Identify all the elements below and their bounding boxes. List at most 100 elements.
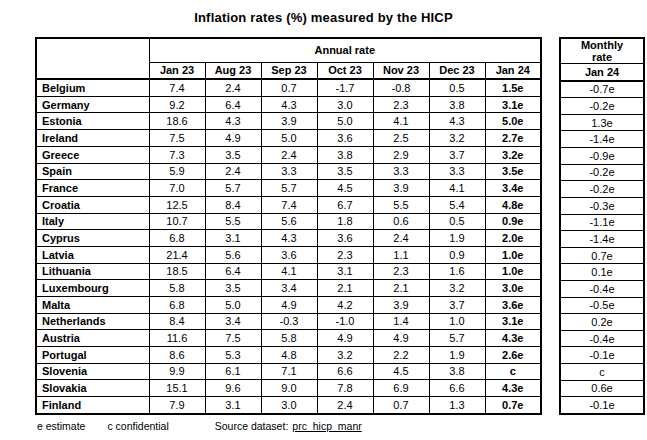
annual-value-cell: 4.3 — [429, 113, 485, 130]
annual-value-cell: 3.4 — [205, 313, 261, 330]
annual-value-cell: 4.3 — [261, 230, 317, 247]
annual-value-cell: 5.0 — [205, 296, 261, 313]
table-row: -0.2e — [560, 98, 644, 115]
country-label: Austria — [36, 330, 149, 347]
annual-value-cell: 7.1 — [261, 363, 317, 380]
annual-value-cell: 2.9 — [373, 146, 429, 163]
country-label: Lithuania — [36, 263, 149, 280]
annual-value-cell: 3.5 — [205, 146, 261, 163]
table-row: Cyprus6.83.14.33.62.41.92.0e — [36, 230, 541, 247]
annual-value-cell: 4.8 — [261, 346, 317, 363]
annual-value-cell: 3.1e — [485, 313, 541, 330]
monthly-value-cell: -1.1e — [560, 214, 644, 231]
table-row: Italy10.75.55.61.80.60.50.9e — [36, 213, 541, 230]
annual-value-cell: 4.9 — [261, 296, 317, 313]
annual-value-cell: 3.8 — [429, 96, 485, 113]
annual-value-cell: 4.9 — [205, 130, 261, 147]
annual-value-cell: 9.9 — [149, 363, 205, 380]
monthly-value-cell: -0.1e — [560, 347, 644, 364]
annual-value-cell: 4.8e — [485, 196, 541, 213]
annual-value-cell: 5.6 — [205, 246, 261, 263]
annual-value-cell: 2.1 — [317, 280, 373, 297]
annual-value-cell: 2.7e — [485, 130, 541, 147]
table-row: -1.4e — [560, 231, 644, 248]
annual-value-cell: 6.6 — [317, 363, 373, 380]
table-row: -0.4e — [560, 330, 644, 347]
annual-value-cell: 12.5 — [149, 196, 205, 213]
annual-value-cell: 0.5 — [429, 79, 485, 96]
annual-value-cell: 3.4e — [485, 180, 541, 197]
annual-value-cell: 3.9 — [373, 180, 429, 197]
country-label: Portugal — [36, 346, 149, 363]
annual-value-cell: 3.2 — [429, 130, 485, 147]
annual-value-cell: 1.0e — [485, 246, 541, 263]
table-row: France7.05.75.74.53.94.13.4e — [36, 180, 541, 197]
annual-value-cell: 7.3 — [149, 146, 205, 163]
annual-value-cell: 3.3 — [429, 163, 485, 180]
table-row: Luxembourg5.83.53.42.12.13.23.0e — [36, 280, 541, 297]
table-row: -0.1e — [560, 347, 644, 364]
annual-value-cell: 3.6e — [485, 296, 541, 313]
annual-value-cell: 9.0 — [261, 380, 317, 397]
annual-value-cell: 7.0 — [149, 180, 205, 197]
table-row: -0.9e — [560, 148, 644, 165]
annual-value-cell: 3.1 — [317, 263, 373, 280]
annual-value-cell: 2.4 — [205, 163, 261, 180]
annual-value-cell: 2.4 — [373, 230, 429, 247]
annual-value-cell: 6.4 — [205, 263, 261, 280]
column-header-dec-23: Dec 23 — [429, 62, 485, 79]
monthly-value-cell: -0.7e — [560, 81, 644, 98]
monthly-value-cell: -0.2e — [560, 98, 644, 115]
annual-value-cell: 2.4 — [261, 146, 317, 163]
table-row: Greece7.33.52.43.82.93.73.2e — [36, 146, 541, 163]
annual-value-cell: 2.4 — [317, 396, 373, 414]
annual-value-cell: 5.7 — [261, 180, 317, 197]
annual-value-cell: 1.0 — [429, 313, 485, 330]
annual-value-cell: 7.8 — [317, 380, 373, 397]
country-label: Germany — [36, 96, 149, 113]
table-row: 0.2e — [560, 314, 644, 331]
annual-value-cell: 3.1 — [205, 396, 261, 414]
annual-value-cell: 5.3 — [205, 346, 261, 363]
table-row: Spain5.92.43.33.53.33.33.5e — [36, 163, 541, 180]
table-row: -0.2e — [560, 181, 644, 198]
annual-value-cell: 0.9 — [429, 246, 485, 263]
monthly-value-cell: 1.3e — [560, 114, 644, 131]
annual-value-cell: 5.5 — [373, 196, 429, 213]
annual-value-cell: 3.0 — [261, 396, 317, 414]
annual-value-cell: 1.4 — [373, 313, 429, 330]
annual-value-cell: 3.5 — [205, 280, 261, 297]
annual-value-cell: 18.5 — [149, 263, 205, 280]
table-row: Slovakia15.19.69.07.86.96.64.3e — [36, 380, 541, 397]
annual-value-cell: 2.3 — [317, 246, 373, 263]
annual-value-cell: 2.6e — [485, 346, 541, 363]
annual-value-cell: 3.9 — [261, 113, 317, 130]
column-header-sep-23: Sep 23 — [261, 62, 317, 79]
country-label: Malta — [36, 296, 149, 313]
annual-value-cell: 4.9 — [373, 330, 429, 347]
annual-value-cell: 3.1 — [205, 230, 261, 247]
country-label: Slovakia — [36, 380, 149, 397]
annual-value-cell: 3.8 — [317, 146, 373, 163]
annual-value-cell: 18.6 — [149, 113, 205, 130]
monthly-value-cell: -0.4e — [560, 280, 644, 297]
annual-value-cell: 0.7 — [373, 396, 429, 414]
table-row: Croatia12.58.47.46.75.55.44.8e — [36, 196, 541, 213]
estimate-note: e estimate — [37, 420, 85, 432]
annual-value-cell: 7.5 — [149, 130, 205, 147]
annual-value-cell: 5.8 — [149, 280, 205, 297]
annual-value-cell: 5.6 — [261, 213, 317, 230]
annual-value-cell: 5.5 — [205, 213, 261, 230]
annual-value-cell: 6.8 — [149, 230, 205, 247]
country-label: Slovenia — [36, 363, 149, 380]
table-row: Austria11.67.55.84.94.95.74.3e — [36, 330, 541, 347]
annual-value-cell: 2.3 — [373, 96, 429, 113]
group-header-row: Annual rate — [36, 38, 541, 62]
page: Inflation rates (%) measured by the HICP… — [0, 0, 647, 432]
annual-value-cell: 8.6 — [149, 346, 205, 363]
annual-value-cell: 21.4 — [149, 246, 205, 263]
annual-value-cell: 3.7 — [429, 146, 485, 163]
annual-value-cell: 4.2 — [317, 296, 373, 313]
monthly-value-cell: -0.1e — [560, 397, 644, 414]
source-dataset-link[interactable]: prc_hicp_manr — [292, 420, 361, 432]
